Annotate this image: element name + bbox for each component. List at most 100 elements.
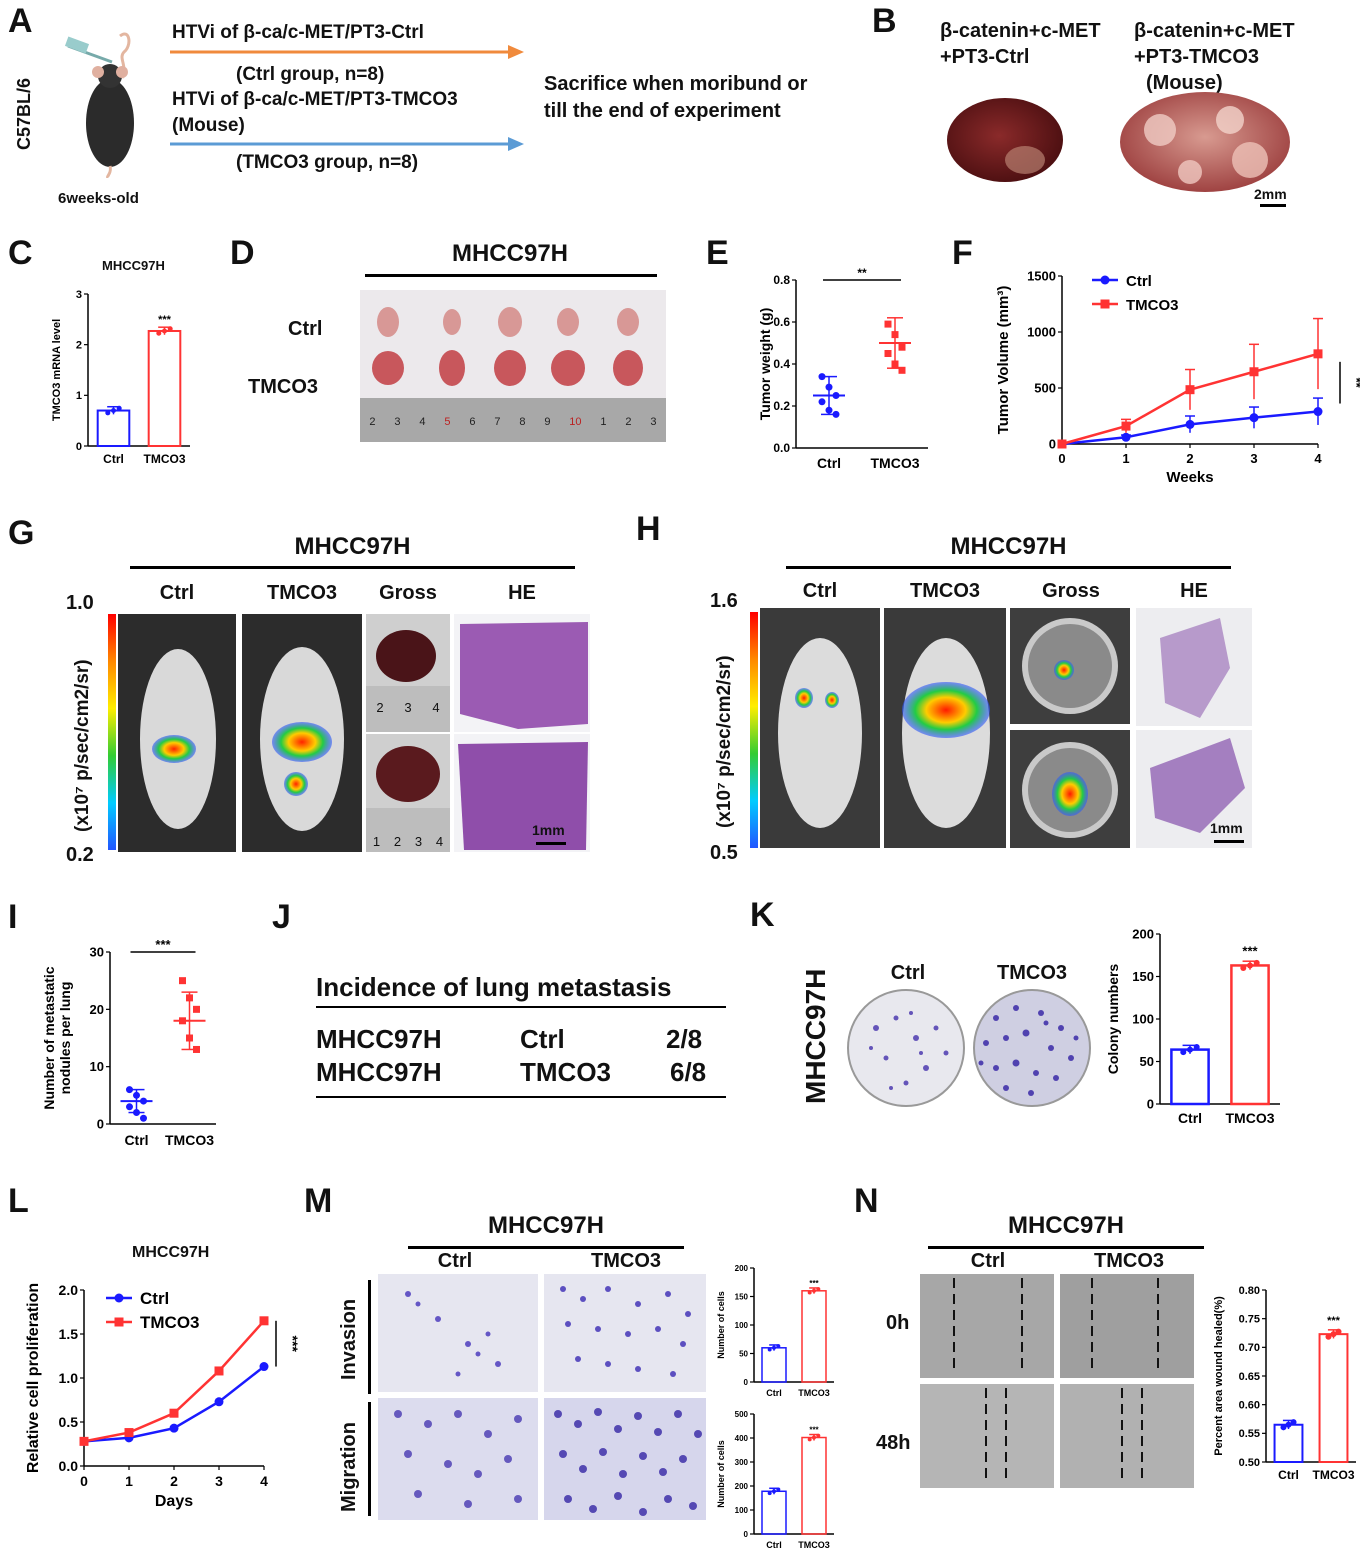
y-axis-label: Number of cells [716,1440,726,1508]
y-tick-label: 300 [735,1458,749,1467]
h-images [760,608,1252,848]
arm1-group: (Ctrl group, n=8) [236,64,385,85]
y-axis-label: Tumor Volume (mm³) [995,286,1012,435]
m-row1-rule [368,1280,371,1394]
bar [761,1490,787,1535]
bar [801,1436,827,1535]
bar [147,329,182,448]
chart-k: 0 50 100 150 200 Colony numbers Ctrl TMCO3 *** [1105,927,1280,1126]
data-point [1185,385,1195,395]
data-point [1290,1419,1297,1426]
y-tick-label: 0.8 [773,273,790,287]
data-point [1121,432,1131,442]
data-point [1253,959,1260,966]
d-row-tmco3: TMCO3 [248,376,318,398]
y-tick-label: 200 [735,1482,749,1491]
data-point [1280,1424,1287,1431]
data-point [1121,421,1131,431]
h-color-scale [750,612,758,848]
y-tick-label: 50 [1140,1054,1154,1069]
data-point [1285,1421,1292,1428]
y-tick-label: 0.0 [59,1458,79,1474]
arm1-arrow [170,45,524,59]
data-point [214,1397,224,1407]
y-tick-label: 1000 [1027,325,1056,340]
h-scale-max: 1.6 [710,590,738,612]
data-point [818,373,826,381]
legend-label: Ctrl [140,1289,169,1308]
y-tick-label: 0.65 [1239,1371,1260,1383]
b-left-line1: β-catenin+c-MET [940,20,1101,42]
y-tick-label: 1.5 [59,1326,79,1342]
ruler-tick: 10 [569,416,582,428]
legend-label: TMCO3 [140,1313,200,1332]
data-point [186,1034,193,1042]
ruler-tick: 7 [494,416,501,428]
chart-e: 0.0 0.2 0.4 0.6 0.8 Tumor weight (g) Ctrl TMCO3… [757,266,928,471]
chart-f: 0 500 1000 1500 Tumor Volume (mm³) 0 1 2 3 4 Weeks… [995,269,1360,486]
x-tick-label: 2 [170,1473,178,1489]
legend-label: Ctrl [1126,273,1152,290]
g-scale-min: 0.2 [66,844,94,866]
j-rule-bottom [316,1096,726,1098]
mouse-strain: C57BL/6 [14,77,34,150]
bar [1230,964,1270,1106]
data-point [1249,367,1259,377]
d-row-ctrl: Ctrl [288,318,323,340]
data-point [1313,349,1323,359]
data-point [767,1491,772,1496]
x-tick-label: 0 [80,1473,88,1489]
y-tick-label: 0.60 [1239,1400,1260,1412]
panel-label-h: H [636,510,661,548]
y-tick-label: 0.5 [59,1414,79,1430]
chart-c: 0 1 2 3 TMCO3 mRNA level Ctrl TMCO3 *** [51,289,190,466]
h-col-tmco3: TMCO3 [910,580,980,602]
bar [1318,1333,1349,1463]
data-point [156,330,162,336]
d-title-rule [365,274,657,277]
x-tick-label: Ctrl [766,1388,782,1398]
y-tick-label: 150 [1132,969,1154,984]
x-tick-label: 4 [1314,451,1322,466]
y-tick-label: 100 [735,1506,749,1515]
n-row-0h: 0h [886,1312,910,1334]
g-images [118,614,590,852]
data-point [1335,1328,1342,1335]
j-row2-group: TMCO3 [520,1057,611,1087]
ruler-tick: 2 [393,834,402,849]
h-title: MHCC97H [950,533,1067,560]
x-tick-label: Ctrl [103,452,124,466]
significance-label: *** [285,1336,301,1353]
m-title: MHCC97H [487,1212,604,1239]
data-point [193,1005,200,1013]
g-col-ctrl: Ctrl [159,582,195,604]
data-point [776,1487,781,1492]
data-point [832,392,840,399]
g-col-he: HE [508,582,536,604]
significance-label: *** [809,1426,819,1435]
ruler-tick: 2 [369,416,376,428]
j-row1-cell: MHCC97H [316,1024,442,1054]
chart-m-invasion: 0 50 100 150 200 Number of cells Ctrl TMCO3 *** [716,1264,834,1398]
y-axis-label: nodules per lung [57,982,73,1095]
g-title-rule [130,566,575,569]
b-scale-bar [1260,204,1286,207]
data-point [111,408,116,414]
h-scale-unit: (x10⁷ p/sec/cm2/sr) [714,655,735,828]
g-title: MHCC97H [294,533,411,560]
y-tick-label: 100 [735,1321,749,1330]
h-col-ctrl: Ctrl [802,580,838,602]
chart-n: 0.50 0.55 0.60 0.65 0.70 0.75 0.80 Percent area… [1213,1285,1356,1482]
g-scale-unit: (x10⁷ p/sec/cm2/sr) [72,659,93,832]
data-point [1193,1044,1200,1051]
data-point [1313,407,1323,417]
j-row2-cell: MHCC97H [316,1057,442,1087]
ruler-tick: 6 [469,416,476,428]
m-row2-rule [368,1402,371,1516]
y-tick-label: 1 [76,390,82,402]
arm2-group: (TMCO3 group, n=8) [236,152,419,173]
n-title: MHCC97H [1007,1212,1124,1239]
x-tick-label: TMCO3 [1226,1110,1275,1126]
ruler-tick: 4 [432,700,440,715]
y-tick-label: 0.6 [773,315,790,329]
